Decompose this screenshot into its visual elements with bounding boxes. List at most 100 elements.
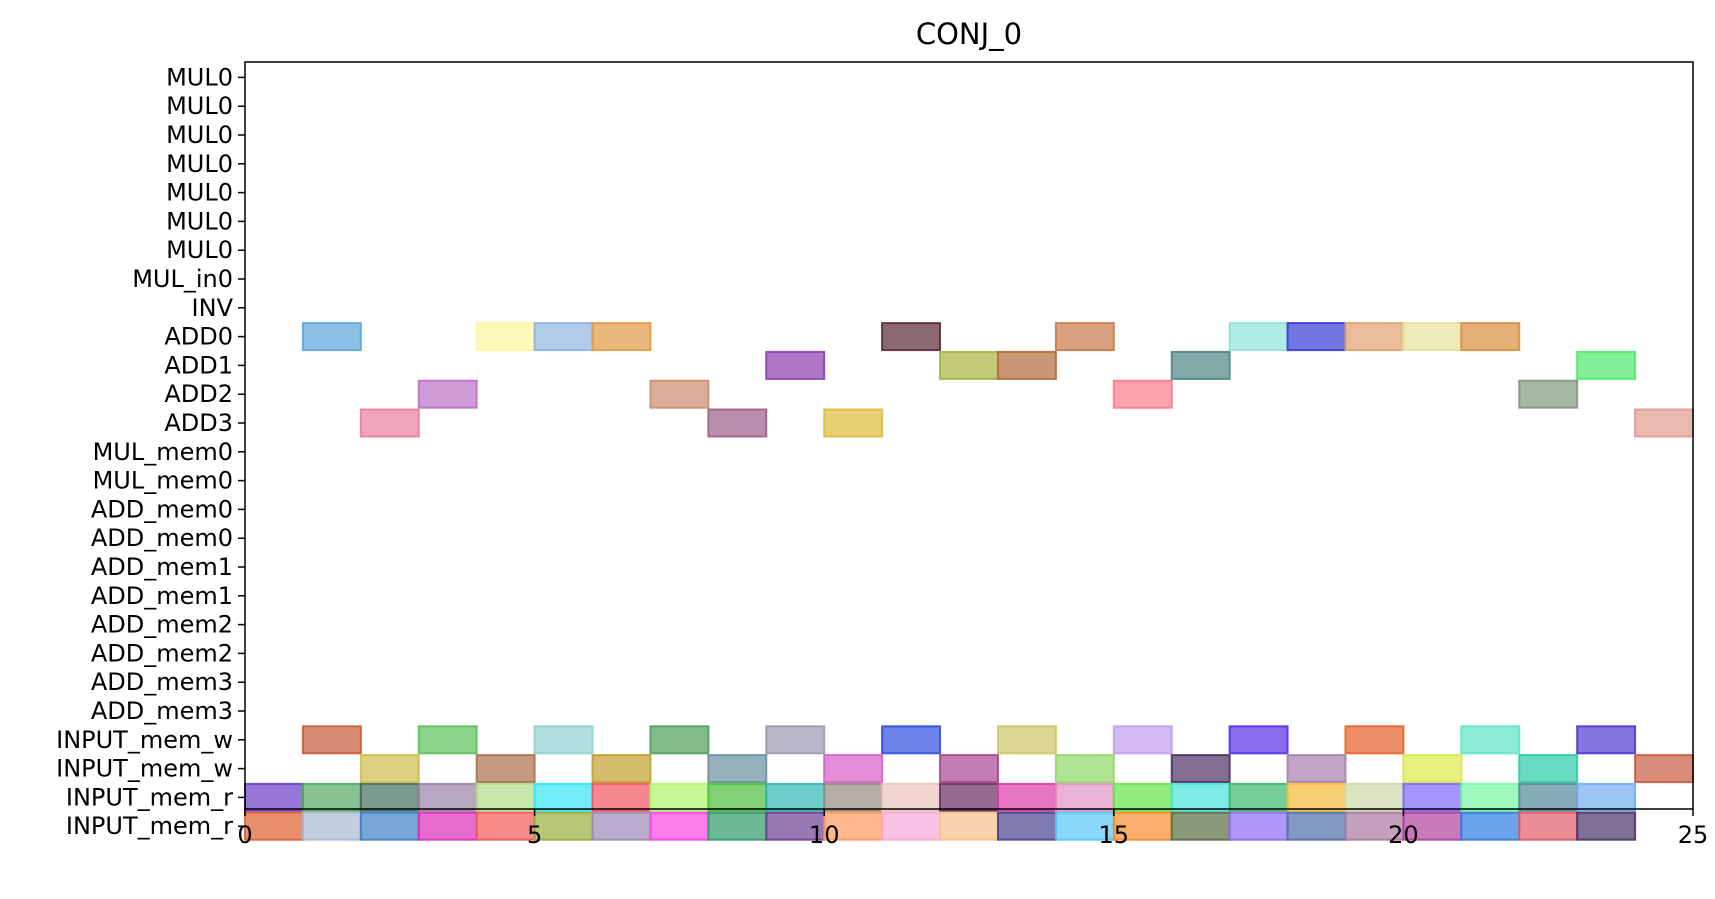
task-bar-11 [765, 350, 826, 380]
x-axis: 0 5 10 15 20 25 [237, 809, 1708, 849]
task-bar-1 [475, 322, 536, 352]
task-bar-15 [1576, 350, 1637, 380]
task-bar-65 [1228, 782, 1289, 812]
task-bar-6 [1228, 322, 1289, 352]
task-bar-36 [359, 754, 420, 784]
task-bar-68 [1402, 782, 1463, 812]
task-bar-77 [533, 811, 594, 841]
task-bar-66 [1286, 782, 1347, 812]
task-bar-74 [359, 811, 420, 841]
task-bar-34 [1460, 725, 1521, 755]
y-tick-label: MUL0 [166, 92, 233, 120]
task-bar-56 [707, 782, 768, 812]
task-bar-3 [591, 322, 652, 352]
y-tick-label: MUL0 [166, 236, 233, 264]
task-bar-73 [301, 811, 362, 841]
task-bar-28 [765, 725, 826, 755]
task-bar-91 [1344, 811, 1405, 841]
task-bars [244, 322, 1694, 841]
task-bar-49 [301, 782, 362, 812]
task-bar-27 [649, 725, 710, 755]
task-bar-95 [1576, 811, 1637, 841]
y-tick-label: ADD_mem3 [91, 668, 233, 696]
task-bar-10 [1460, 322, 1521, 352]
task-bar-55 [649, 782, 710, 812]
task-bar-82 [823, 811, 884, 841]
task-bar-25 [417, 725, 478, 755]
y-tick-label: ADD_mem0 [91, 495, 233, 523]
task-bar-8 [1344, 322, 1405, 352]
task-bar-13 [996, 350, 1057, 380]
task-bar-18 [1112, 379, 1173, 409]
y-tick-label: INPUT_mem_r [66, 783, 233, 811]
y-tick-label: ADD_mem1 [91, 582, 233, 610]
task-bar-5 [1054, 322, 1115, 352]
y-tick-label: MUL0 [166, 150, 233, 178]
task-bar-44 [1286, 754, 1347, 784]
task-bar-2 [533, 322, 594, 352]
x-tick-label: 5 [527, 821, 542, 849]
y-tick-label: INPUT_mem_r [66, 812, 233, 840]
task-bar-0 [301, 322, 362, 352]
task-bar-94 [1518, 811, 1579, 841]
y-tick-label: INPUT_mem_w [56, 755, 233, 783]
task-bar-42 [1054, 754, 1115, 784]
task-bar-63 [1112, 782, 1173, 812]
task-bar-50 [359, 782, 420, 812]
x-tick-label: 10 [809, 821, 840, 849]
y-tick-label: ADD_mem1 [91, 553, 233, 581]
task-bar-76 [475, 811, 536, 841]
task-bar-79 [649, 811, 710, 841]
x-tick-label: 25 [1678, 821, 1709, 849]
y-tick-label: ADD3 [164, 409, 233, 437]
task-bar-7 [1286, 322, 1347, 352]
y-tick-label: ADD_mem3 [91, 697, 233, 725]
task-bar-60 [939, 782, 999, 812]
task-bar-38 [591, 754, 652, 784]
y-tick-label: MUL0 [166, 207, 233, 235]
task-bar-48 [244, 782, 304, 812]
task-bar-31 [1112, 725, 1173, 755]
task-bar-43 [1170, 754, 1231, 784]
task-bar-32 [1228, 725, 1289, 755]
task-bar-9 [1402, 322, 1463, 352]
task-bar-75 [417, 811, 478, 841]
task-bar-12 [939, 350, 999, 380]
task-bar-57 [765, 782, 826, 812]
task-bar-69 [1460, 782, 1521, 812]
task-bar-4 [881, 322, 942, 352]
task-bar-85 [996, 811, 1057, 841]
task-bar-84 [939, 811, 999, 841]
x-tick-label: 15 [1099, 821, 1130, 849]
task-bar-80 [707, 811, 768, 841]
task-bar-21 [707, 408, 768, 438]
y-tick-label: ADD1 [164, 351, 233, 379]
y-tick-label: MUL_mem0 [93, 467, 233, 495]
task-bar-53 [533, 782, 594, 812]
task-bar-78 [591, 811, 652, 841]
task-bar-19 [1518, 379, 1579, 409]
task-bar-29 [881, 725, 942, 755]
task-bar-26 [533, 725, 594, 755]
y-tick-label: ADD_mem2 [91, 639, 233, 667]
task-bar-40 [823, 754, 884, 784]
task-bar-61 [996, 782, 1057, 812]
task-bar-20 [359, 408, 420, 438]
task-bar-47 [1634, 754, 1694, 784]
task-bar-58 [823, 782, 884, 812]
y-tick-label: INV [192, 294, 234, 322]
chart-title: CONJ_0 [916, 17, 1022, 51]
task-bar-90 [1286, 811, 1347, 841]
task-bar-86 [1054, 811, 1115, 841]
task-bar-23 [1634, 408, 1694, 438]
task-bar-46 [1518, 754, 1579, 784]
task-bar-54 [591, 782, 652, 812]
task-bar-72 [244, 811, 304, 841]
y-tick-label: MUL0 [166, 63, 233, 91]
task-bar-52 [475, 782, 536, 812]
x-tick-label: 20 [1388, 821, 1419, 849]
y-tick-label: ADD_mem0 [91, 524, 233, 552]
task-bar-39 [707, 754, 768, 784]
